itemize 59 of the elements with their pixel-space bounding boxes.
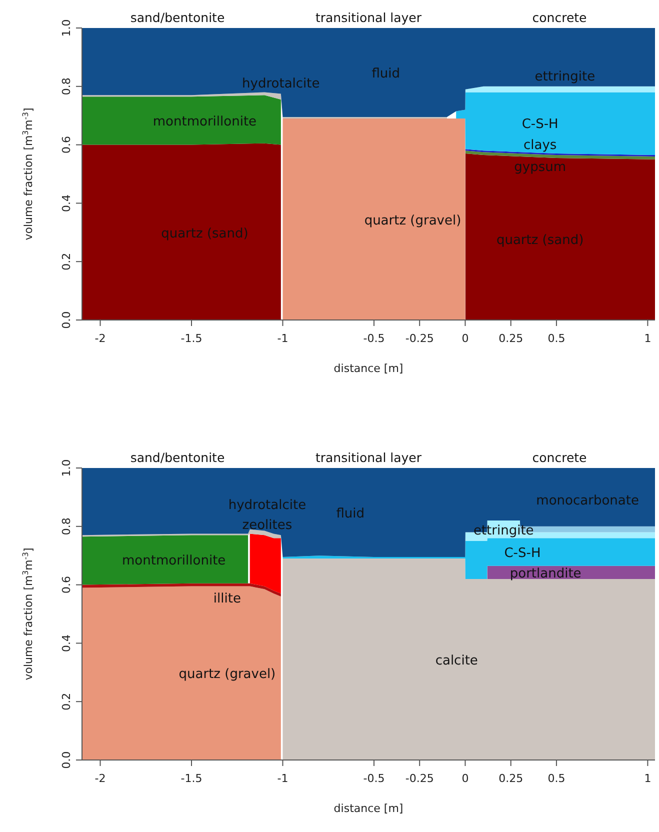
series-label: C-S-H (522, 116, 558, 132)
y-tick-label: 0.4 (60, 634, 73, 652)
x-tick-label: -2 (94, 772, 106, 785)
y-tick-label: 0.2 (60, 252, 73, 270)
series-label: gypsum (514, 160, 566, 176)
x-tick-label: -0.25 (405, 772, 434, 785)
series-label: C-S-H (504, 546, 541, 561)
y-tick-label: 0.8 (60, 78, 73, 96)
x-tick-label: -1.5 (180, 772, 202, 785)
series-label: portlandite (510, 566, 582, 582)
series-label: quartz (gravel) (364, 213, 462, 228)
x-tick-label: 0.25 (498, 332, 524, 345)
series-label: fluid (372, 66, 400, 82)
series-label: montmorillonite (122, 553, 226, 568)
x-tick-label: -0.25 (405, 332, 434, 345)
x-tick-label: 0.5 (548, 332, 566, 345)
text: sand/bentonite (130, 10, 225, 25)
x-tick-label: 0.25 (498, 772, 524, 785)
series-label: clays (523, 138, 557, 154)
y-tick-label: 0.8 (60, 518, 73, 536)
y-tick-label: 1.0 (60, 19, 73, 37)
text: quartz (sand) (161, 226, 248, 242)
series-label: hydrotalcite (242, 76, 320, 92)
y-tick-label: 0.6 (60, 576, 73, 594)
text: concrete (532, 450, 588, 465)
text: transitional layer (315, 450, 422, 465)
series-label: calcite (435, 653, 478, 668)
x-axis-title: distance [m] (334, 362, 404, 375)
y-tick-label: 0.6 (60, 136, 73, 154)
y-tick-label: 0.2 (60, 692, 73, 710)
x-tick-label: -1 (277, 772, 288, 785)
x-tick-label: 1 (644, 332, 652, 345)
x-tick-label: -1 (277, 332, 288, 345)
x-tick-label: -0.5 (363, 772, 385, 785)
x-tick-label: 0.5 (548, 772, 566, 785)
series-label: ettringite (473, 523, 534, 538)
x-tick-label: -0.5 (363, 332, 385, 345)
text: concrete (532, 10, 588, 25)
series-label: quartz (gravel) (178, 667, 276, 682)
series-label: illite (213, 591, 241, 606)
x-tick-label: -1.5 (180, 332, 202, 345)
series-label: ettringite (534, 69, 596, 84)
y-tick-label: 0.4 (60, 194, 73, 212)
series-label: quartz (sand) (496, 232, 584, 248)
y-tick-label: 0.0 (60, 751, 73, 769)
series-label: fluid (336, 506, 365, 522)
y-tick-label: 0.0 (60, 311, 73, 329)
x-axis-title: distance [m] (334, 802, 404, 815)
series-label: montmorillonite (152, 114, 257, 130)
x-tick-label: 1 (644, 772, 652, 785)
text: transitional layer (315, 10, 422, 25)
series-label: monocarbonate (536, 493, 639, 508)
series-label: hydrotalcite (228, 498, 306, 513)
series-label: zeolites (242, 518, 292, 534)
y-tick-label: 1.0 (60, 459, 73, 477)
x-tick-label: 0 (462, 772, 469, 785)
x-tick-label: -2 (94, 332, 106, 345)
text: sand/bentonite (130, 450, 225, 465)
x-tick-label: 0 (462, 332, 469, 345)
